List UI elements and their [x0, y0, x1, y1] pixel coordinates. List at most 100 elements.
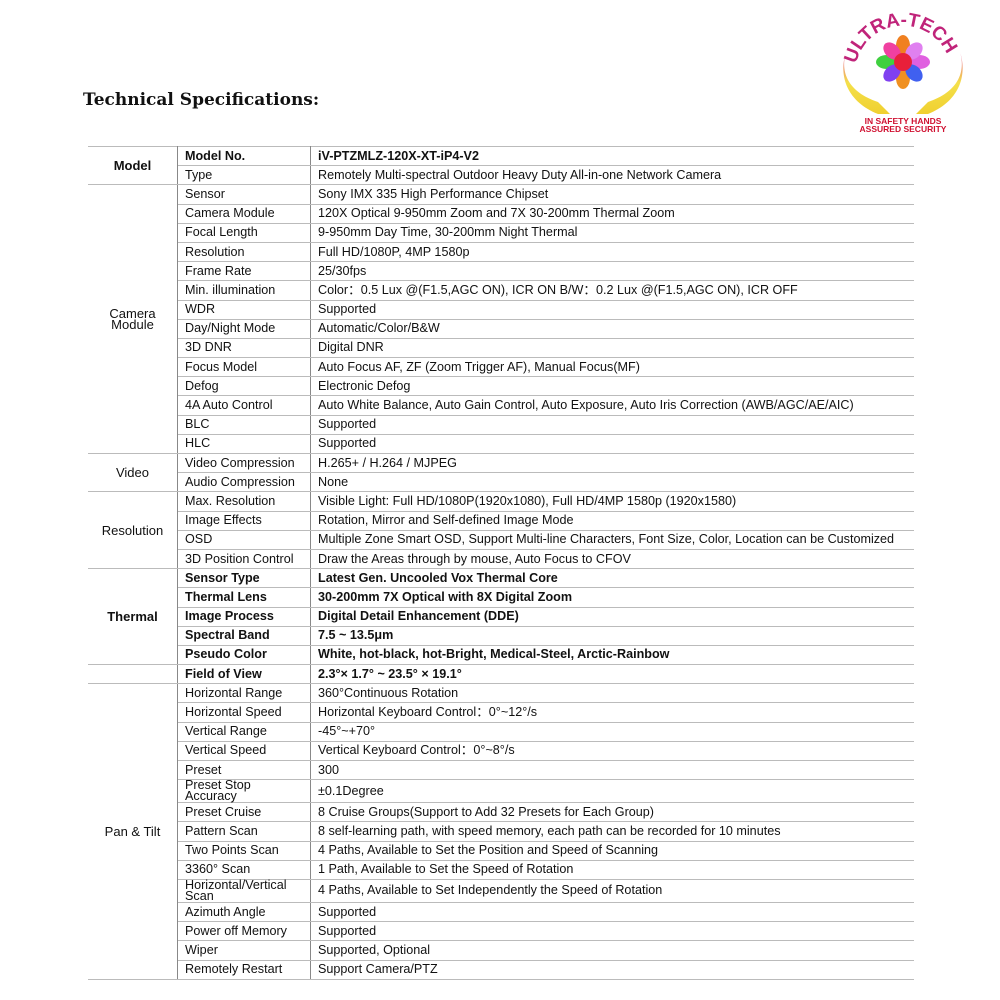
spec-value: Latest Gen. Uncooled Vox Thermal Core [310, 568, 914, 589]
spec-value: H.265+ / H.264 / MJPEG [310, 452, 914, 474]
spec-row: Focal Length 9-950mm Day Time, 30-200mm N… [88, 222, 914, 243]
spec-value: 4 Paths, Available to Set Independently … [310, 878, 914, 903]
spec-value: 30-200mm 7X Optical with 8X Digital Zoom [310, 587, 914, 608]
spec-row: Power off Memory Supported [88, 921, 914, 942]
spec-label: 3D Position Control [177, 548, 311, 570]
spec-value: 9-950mm Day Time, 30-200mm Night Thermal [310, 222, 914, 243]
spec-value: Vertical Keyboard Control：0°~8°/s [310, 740, 914, 762]
spec-row: 4A Auto Control Auto White Balance, Auto … [88, 395, 914, 416]
spec-row: WDR Supported [88, 299, 914, 320]
spec-value: 8 self-learning path, with speed memory,… [310, 821, 914, 842]
spec-row: Wiper Supported, Optional [88, 940, 914, 961]
spec-label: HLC [177, 433, 311, 455]
svg-text:ASSURED SECURITY: ASSURED SECURITY [860, 124, 947, 134]
spec-row: Azimuth Angle Supported [88, 901, 914, 923]
spec-value: Automatic/Color/B&W [310, 318, 914, 339]
spec-row: Thermal Sensor Type Latest Gen. Uncooled V… [88, 568, 914, 666]
spec-label: Horizontal Speed [177, 702, 311, 723]
spec-value: -45°~+70° [310, 721, 914, 742]
spec-value: Supported [310, 414, 914, 435]
spec-value: Draw the Areas through by mouse, Auto Fo… [310, 548, 914, 570]
spec-label: Image Effects [177, 510, 311, 531]
page-title: Technical Specifications: [83, 90, 320, 110]
spec-row: Camera Module 120X Optical 9-950mm Zoom a… [88, 203, 914, 224]
spec-value: Electronic Defog [310, 376, 914, 397]
spec-label: Image Process [177, 606, 311, 627]
spec-label: BLC [177, 414, 311, 435]
spec-label: Preset [177, 759, 311, 781]
spec-row: BLC Supported [88, 414, 914, 435]
spec-label: Thermal Lens [177, 587, 311, 608]
spec-label: 3D DNR [177, 337, 311, 359]
spec-value: Color：0.5 Lux @(F1.5,AGC ON), ICR ON B/W… [310, 280, 914, 301]
spec-label: Pattern Scan [177, 821, 311, 842]
spec-label: Power off Memory [177, 921, 311, 942]
spec-row: Thermal Lens 30-200mm 7X Optical with 8X … [88, 587, 914, 608]
spec-value: 1 Path, Available to Set the Speed of Ro… [310, 859, 914, 880]
spec-row: HLC Supported [88, 433, 914, 455]
spec-row: Min. illumination Color：0.5 Lux @(F1.5,AG… [88, 280, 914, 301]
spec-value: Rotation, Mirror and Self-defined Image … [310, 510, 914, 531]
spec-label: Two Points Scan [177, 840, 311, 861]
spec-row: Preset 300 [88, 759, 914, 781]
spec-value: 300 [310, 759, 914, 781]
spec-row: Spectral Band 7.5 ~ 13.5μm [88, 625, 914, 646]
spec-label: Min. illumination [177, 280, 311, 301]
spec-label: OSD [177, 529, 311, 550]
spec-label: Camera Module [177, 203, 311, 224]
spec-label: Spectral Band [177, 625, 311, 646]
spec-label: Max. Resolution [177, 491, 311, 512]
spec-value: 360°Continuous Rotation [310, 683, 914, 704]
spec-value: Sony IMX 335 High Performance Chipset [310, 184, 914, 205]
ultra-tech-logo: ULTRA-TECH IN SAFETY HANDS ASSURED SECUR… [840, 10, 963, 134]
spec-group-label: Resolution [88, 491, 178, 570]
spec-row: Vertical Speed Vertical Keyboard Control：… [88, 740, 914, 762]
spec-value: Horizontal Keyboard Control：0°~12°/s [310, 702, 914, 723]
spec-row: Defog Electronic Defog [88, 376, 914, 397]
spec-row: Model Model No. iV-PTZMLZ-120X-XT-iP4-V2 [88, 145, 914, 186]
spec-label: Defog [177, 376, 311, 397]
spec-value: 4 Paths, Available to Set the Position a… [310, 840, 914, 861]
spec-value: White, hot-black, hot-Bright, Medical-St… [310, 644, 914, 666]
specifications-table: Model Model No. iV-PTZMLZ-120X-XT-iP4-V2 Ty… [88, 145, 914, 980]
spec-value: Supported [310, 901, 914, 923]
spec-value: Digital Detail Enhancement (DDE) [310, 606, 914, 627]
spec-label: Frame Rate [177, 261, 311, 282]
spec-label: Azimuth Angle [177, 901, 311, 923]
spec-label: Model No. [177, 145, 311, 167]
spec-value: Visible Light: Full HD/1080P(1920x1080),… [310, 491, 914, 512]
spec-label: Focus Model [177, 357, 311, 378]
spec-label: Remotely Restart [177, 959, 311, 980]
spec-row: Resolution Full HD/1080P, 4MP 1580p [88, 241, 914, 263]
spec-row: 3D Position Control Draw the Areas throug… [88, 548, 914, 570]
spec-value: iV-PTZMLZ-120X-XT-iP4-V2 [310, 145, 914, 167]
spec-group-label: Pan & Tilt [88, 683, 178, 980]
spec-label: Resolution [177, 241, 311, 263]
spec-row: Focus Model Auto Focus AF, ZF (Zoom Trigg… [88, 357, 914, 378]
spec-value: Supported [310, 433, 914, 455]
spec-value: 8 Cruise Groups(Support to Add 32 Preset… [310, 802, 914, 823]
spec-label: Day/Night Mode [177, 318, 311, 339]
spec-value: ±0.1Degree [310, 779, 914, 804]
spec-label: Focal Length [177, 222, 311, 243]
spec-group-label: Thermal [88, 568, 178, 666]
spec-label: Vertical Speed [177, 740, 311, 762]
spec-row: Day/Night Mode Automatic/Color/B&W [88, 318, 914, 339]
spec-label: Horizontal/Vertical Scan [177, 879, 311, 903]
spec-row: Resolution Max. Resolution Visible Light: … [88, 491, 914, 570]
spec-value: 7.5 ~ 13.5μm [310, 625, 914, 646]
spec-row: Vertical Range -45°~+70° [88, 721, 914, 742]
spec-row: Preset Cruise 8 Cruise Groups(Support to … [88, 802, 914, 823]
spec-value: Digital DNR [310, 337, 914, 359]
spec-row: OSD Multiple Zone Smart OSD, Support Mult… [88, 529, 914, 550]
spec-row: 3D DNR Digital DNR [88, 337, 914, 359]
spec-label: Sensor Type [177, 568, 311, 589]
spec-row: Type Remotely Multi-spectral Outdoor Heav… [88, 165, 914, 186]
spec-value: Remotely Multi-spectral Outdoor Heavy Du… [310, 165, 914, 186]
spec-label: Vertical Range [177, 721, 311, 742]
spec-label: Video Compression [177, 452, 311, 474]
spec-label: Preset Stop Accuracy [177, 779, 311, 804]
spec-group-label: Video [88, 452, 178, 493]
spec-label: 4A Auto Control [177, 395, 311, 416]
spec-value: Auto White Balance, Auto Gain Control, A… [310, 395, 914, 416]
